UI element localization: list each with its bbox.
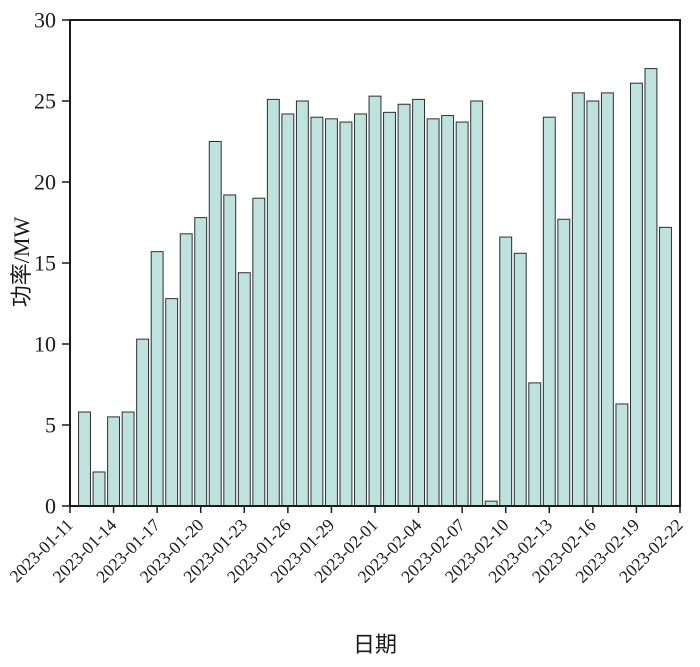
bar xyxy=(499,236,513,507)
bar xyxy=(194,217,208,507)
bar xyxy=(266,98,280,507)
y-tick-label: 5 xyxy=(45,413,56,438)
bar xyxy=(223,194,237,507)
bar xyxy=(571,92,585,507)
bar xyxy=(179,233,193,507)
bar xyxy=(412,98,426,507)
bar xyxy=(281,113,295,507)
bar xyxy=(455,121,469,507)
bar xyxy=(324,118,338,507)
bar xyxy=(470,100,484,507)
y-tick-label: 25 xyxy=(34,89,56,114)
bar xyxy=(441,115,455,507)
bar xyxy=(586,100,600,507)
bar xyxy=(150,251,164,507)
bar xyxy=(615,403,629,507)
y-tick-label: 0 xyxy=(45,494,56,519)
x-axis-title: 日期 xyxy=(352,632,398,657)
y-axis-title: 功率/MW xyxy=(9,216,34,308)
bar xyxy=(136,338,150,507)
bar xyxy=(92,471,106,507)
bar xyxy=(629,82,643,507)
y-tick-label: 30 xyxy=(34,8,56,33)
bar xyxy=(295,100,309,507)
bar xyxy=(600,92,614,507)
bar xyxy=(107,416,121,507)
bar xyxy=(252,197,266,507)
bar xyxy=(237,272,251,507)
bar xyxy=(208,141,222,507)
bar xyxy=(644,68,658,507)
bar xyxy=(78,411,91,507)
y-tick-label: 10 xyxy=(34,332,56,357)
bar xyxy=(368,95,382,507)
bar xyxy=(121,411,135,507)
bar xyxy=(354,113,367,507)
bar xyxy=(165,298,179,507)
bar xyxy=(397,103,411,507)
bar xyxy=(513,252,527,507)
bar xyxy=(383,111,396,507)
bar xyxy=(528,382,542,507)
bar xyxy=(310,116,324,507)
bar xyxy=(557,218,571,507)
bar xyxy=(659,226,672,507)
bar xyxy=(339,121,353,507)
y-tick-label: 15 xyxy=(34,251,56,276)
bar xyxy=(542,116,556,507)
bar xyxy=(426,118,440,507)
y-tick-label: 20 xyxy=(34,170,56,195)
